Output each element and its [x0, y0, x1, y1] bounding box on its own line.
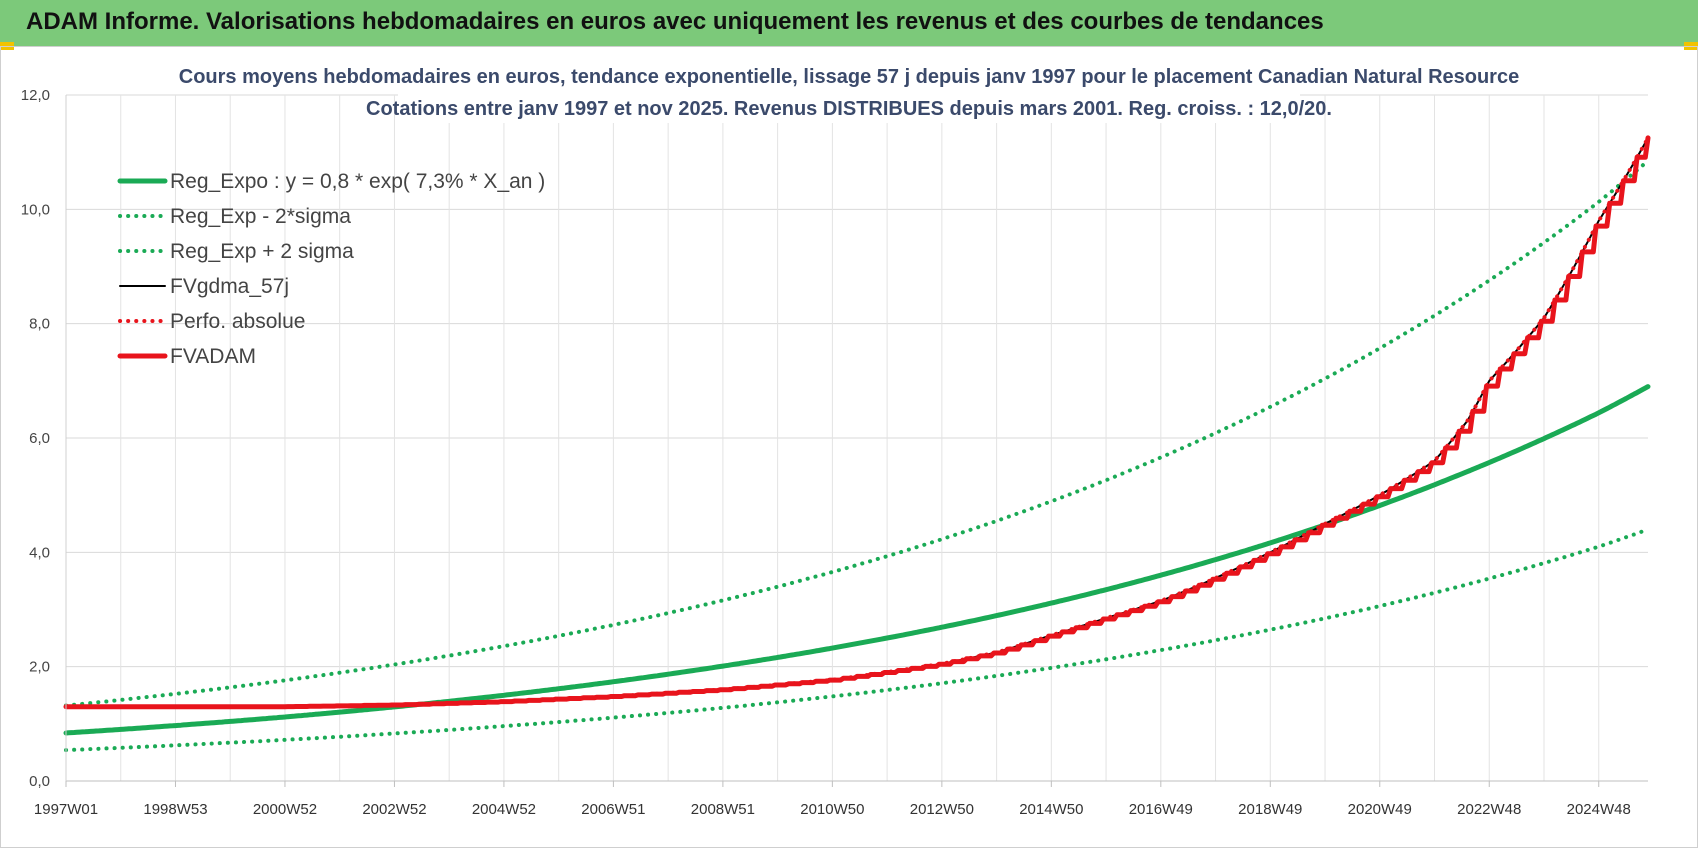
- x-tick-label: 2004W52: [472, 801, 536, 818]
- y-tick-label: 0,0: [29, 773, 50, 790]
- chart-title-line: Cours moyens hebdomadaires en euros, ten…: [179, 66, 1519, 88]
- x-tick-label: 2016W49: [1129, 801, 1193, 818]
- y-tick-label: 4,0: [29, 544, 50, 561]
- legend-layer: Reg_Expo : y = 0,8 * exp( 7,3% * X_an ) R…: [117, 170, 545, 368]
- legend-label: Reg_Expo : y = 0,8 * exp( 7,3% * X_an ): [170, 170, 545, 193]
- series-line-2: [64, 527, 1650, 753]
- y-tick-label: 12,0: [21, 87, 50, 104]
- header-title: ADAM Informe. Valorisations hebdomadaire…: [26, 8, 1324, 35]
- legend-label: Reg_Exp - 2*sigma: [170, 205, 351, 228]
- axis-layer: 0,0 2,0 4,0 6,0 8,0 10,0 12,0 1997W01 1998W53 200…: [21, 87, 1648, 818]
- x-tick-label: 2002W52: [362, 801, 426, 818]
- legend-label: Reg_Exp + 2 sigma: [170, 240, 354, 263]
- x-tick-label: 2012W50: [910, 801, 974, 818]
- legend-label: FVADAM: [170, 345, 256, 368]
- series-line-6: [63, 135, 1651, 710]
- y-tick-label: 8,0: [29, 316, 50, 333]
- legend-label: FVgdma_57j: [170, 275, 289, 298]
- series-layer: [63, 135, 1651, 753]
- title-layer: Cours moyens hebdomadaires en euros, ten…: [179, 61, 1519, 123]
- title-bg: [398, 93, 1300, 123]
- y-tick-label: 2,0: [29, 659, 50, 676]
- x-tick-label: 2000W52: [253, 801, 317, 818]
- series-line-1: [63, 384, 1651, 736]
- x-tick-label: 2022W48: [1457, 801, 1521, 818]
- chart-title-line: Cotations entre janv 1997 et nov 2025. R…: [366, 98, 1332, 120]
- x-tick-label: 1997W01: [34, 801, 98, 818]
- x-tick-label: 1998W53: [143, 801, 207, 818]
- x-tick-label: 2010W50: [800, 801, 864, 818]
- legend-label: Perfo. absolue: [170, 310, 305, 333]
- header-banner: ADAM Informe. Valorisations hebdomadaire…: [0, 0, 1698, 47]
- x-tick-label: 2008W51: [691, 801, 755, 818]
- x-tick-label: 2024W48: [1567, 801, 1631, 818]
- x-tick-label: 2014W50: [1019, 801, 1083, 818]
- x-tick-label: 2006W51: [581, 801, 645, 818]
- title-bg: [242, 61, 1456, 91]
- y-tick-label: 6,0: [29, 430, 50, 447]
- x-tick-label: 2018W49: [1238, 801, 1302, 818]
- y-tick-label: 10,0: [21, 201, 50, 218]
- series-line-3: [64, 158, 1650, 708]
- x-tick-label: 2020W49: [1348, 801, 1412, 818]
